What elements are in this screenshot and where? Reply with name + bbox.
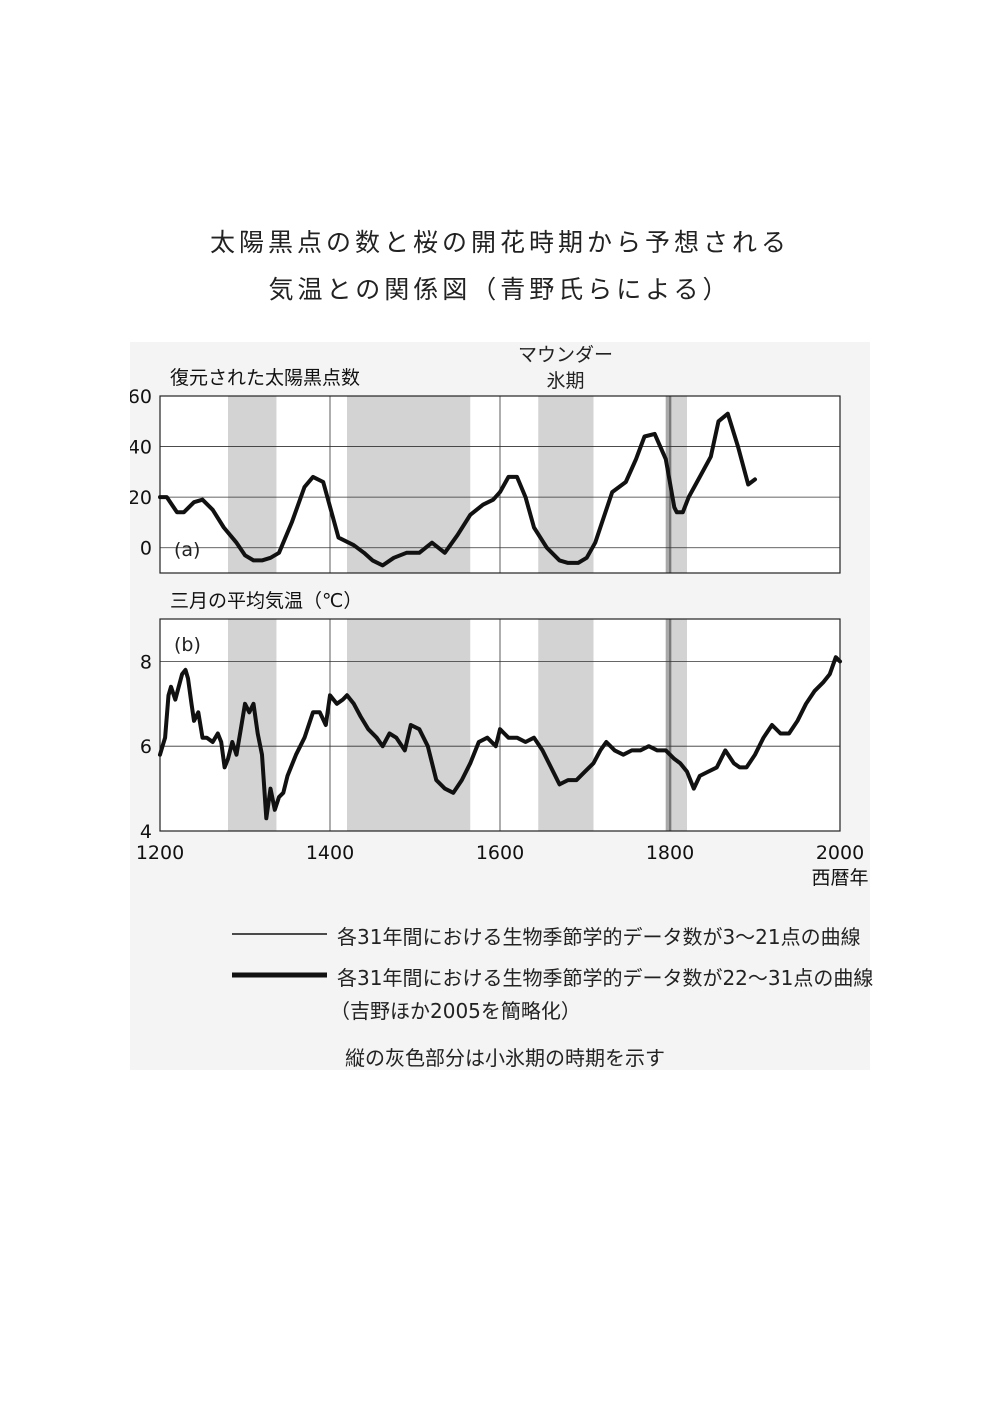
panel-label-1: (a) [174,539,200,561]
plot-frame-2 [159,618,841,832]
y-tick-label-1-0: 0 [140,538,152,560]
panel-title-2: 三月の平均気温（℃） [170,590,362,612]
shaded-period-2-3 [538,619,594,831]
shaded-period-1-3 [538,396,594,573]
annotation-line-2: 氷期 [546,370,584,392]
figure-panel: 0 20 40 60 復元された太陽黒点数 (a) マウンダー氷期 4 6 8 三月の平均気温（℃）… [130,342,874,1070]
dark-band-2 [665,619,672,831]
series-line-2-1 [158,655,842,821]
y-tick-label-2-8: 8 [140,651,152,673]
annotation-line-1: マウンダー [518,344,613,366]
plot-frame-1 [159,395,841,574]
y-tick-label-2-6: 6 [140,736,152,758]
panel-label-2: (b) [174,634,201,656]
y-tick-label-1-60: 60 [130,386,152,408]
legend-note-label: 縦の灰色部分は小氷期の時期を示す [345,1046,665,1070]
series-line-1-1 [158,411,757,568]
chart-title-line-1: 太陽黒点の数と桜の開花時期から予想される [209,228,790,257]
panel-title-1: 復元された太陽黒点数 [170,367,360,389]
x-tick-label-1400: 1400 [306,842,354,864]
y-tick-label-1-20: 20 [130,487,152,509]
x-tick-label-1600: 1600 [476,842,524,864]
y-tick-label-2-4: 4 [140,821,152,843]
x-tick-label-2000: 2000 [816,842,864,864]
chart-title-line-2: 気温との関係図（青野氏らによる） [268,275,732,304]
legend-thick-line-label: 各31年間における生物季節学的データ数が22〜31点の曲線 [337,966,874,990]
shaded-period-1-1 [228,396,277,573]
legend-thin-line-label: 各31年間における生物季節学的データ数が3〜21点の曲線 [337,925,861,949]
x-axis-label: 西暦年 [811,867,868,889]
x-tick-label-1200: 1200 [136,842,184,864]
x-tick-label-1800: 1800 [646,842,694,864]
y-tick-label-1-40: 40 [130,437,152,459]
legend-source-label: （吉野ほか2005を簡略化） [330,999,581,1023]
